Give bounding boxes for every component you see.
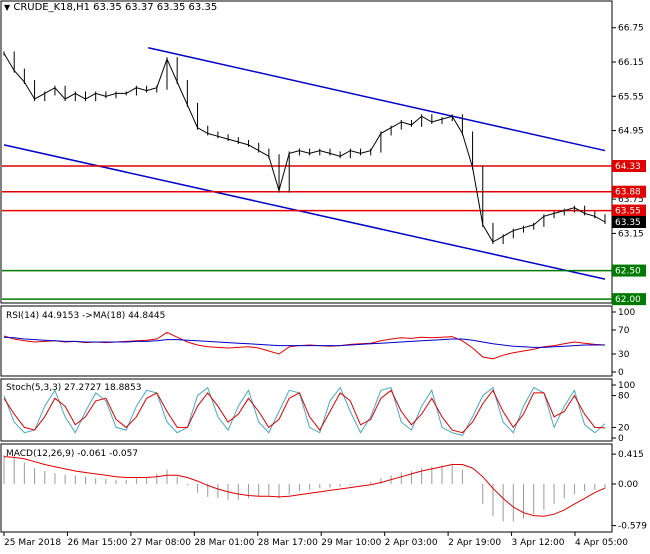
channel-upper-line <box>148 46 606 152</box>
time-tick-label: 27 Mar 08:00 <box>131 538 191 548</box>
macd-signal-line <box>3 456 606 517</box>
price-level-badge <box>612 264 646 277</box>
osc-series-line <box>3 336 605 348</box>
current-price-badge <box>612 216 646 228</box>
price-level-label: 63.55 <box>615 207 641 217</box>
price-series-line <box>3 53 606 243</box>
chart-title: ▼ CRUDE_K18,H1 63.35 63.37 63.35 63.35 <box>4 2 217 13</box>
osc-tick-label: 70 <box>618 326 630 336</box>
macd-tick-label: 0.00 <box>618 480 638 490</box>
macd-label: MACD(12,26,9) -0.061 -0.057 <box>6 449 138 459</box>
time-tick-label: 29 Mar 10:00 <box>321 538 381 548</box>
time-tick-label: 4 Apr 05:00 <box>575 538 628 548</box>
osc-tick-label: 0 <box>618 368 624 378</box>
osc-tick-label: 100 <box>618 381 635 391</box>
price-tick-label: 66.15 <box>618 58 644 68</box>
price-level-label: 62.50 <box>615 267 641 277</box>
price-level-badge <box>612 293 646 306</box>
price-level-badge <box>612 160 646 172</box>
time-tick-label: 25 Mar 2018 <box>4 538 61 548</box>
price-panel[interactable]: 66.7566.1565.5564.9564.3563.7563.1564.33… <box>2 24 646 306</box>
channel-lower-line <box>3 144 606 280</box>
macd-tick-label: -0.579 <box>618 522 647 532</box>
price-tick-label: 66.75 <box>618 24 644 34</box>
price-tick-label: 65.55 <box>618 92 644 102</box>
rsi-panel-frame <box>0 305 613 377</box>
osc-tick-label: 20 <box>618 423 630 433</box>
macd-panel-frame <box>0 443 613 533</box>
price-tick-label: 63.15 <box>618 229 644 239</box>
price-tick-label: 63.75 <box>618 195 644 205</box>
macd-panel[interactable]: 0.415 0.00 -0.579 <box>3 450 647 532</box>
price-level-label: 63.88 <box>615 188 641 198</box>
stoch-label: Stoch(5,3,3) 27.2727 18.8853 <box>6 383 141 393</box>
rsi-panel[interactable]: 100 70 30 0 <box>3 308 635 378</box>
price-tick-label: 64.95 <box>618 127 644 137</box>
price-level-badge <box>612 185 646 198</box>
price-panel-frame <box>0 0 613 304</box>
price-level-badge <box>612 204 646 217</box>
triangle-down-icon[interactable]: ▼ <box>4 3 11 12</box>
time-tick-label: 3 Apr 12:00 <box>512 538 565 548</box>
osc-series-line <box>3 386 606 436</box>
osc-tick-label: 0 <box>618 434 624 444</box>
current-price-label: 63.35 <box>615 218 641 228</box>
time-tick-label: 28 Mar 01:00 <box>194 538 254 548</box>
rsi-label: RSI(14) 44.9153 ->MA(18) 44.8445 <box>6 311 165 321</box>
osc-tick-label: 30 <box>618 350 630 360</box>
time-tick-label: 28 Mar 17:00 <box>258 538 318 548</box>
price-level-label: 64.33 <box>615 162 641 172</box>
price-level-label: 62.00 <box>615 295 641 305</box>
time-tick-label: 2 Apr 03:00 <box>385 538 438 548</box>
time-tick-label: 26 Mar 15:00 <box>67 538 127 548</box>
time-axis: 25 Mar 2018 26 Mar 15:00 27 Mar 08:00 28 Ma… <box>3 532 628 548</box>
osc-series-line <box>3 389 606 434</box>
macd-tick-label: 0.415 <box>618 450 644 460</box>
stoch-panel-frame <box>0 378 613 442</box>
osc-tick-label: 80 <box>618 392 630 402</box>
symbol-ohlc-text: CRUDE_K18,H1 63.35 63.37 63.35 63.35 <box>13 2 218 13</box>
time-tick-label: 2 Apr 19:00 <box>448 538 501 548</box>
osc-tick-label: 100 <box>618 308 635 318</box>
